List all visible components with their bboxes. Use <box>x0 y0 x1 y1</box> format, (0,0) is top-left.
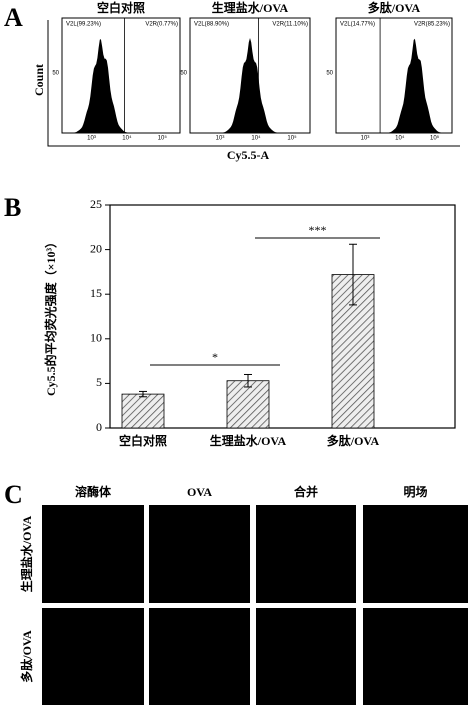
column-header: 明场 <box>403 485 427 499</box>
micrograph <box>256 505 356 603</box>
significance-label: * <box>212 350 218 364</box>
x-tick-label: 10⁴ <box>395 135 405 142</box>
plot-frame <box>109 204 456 429</box>
x-tick-label: 多肽/OVA <box>327 433 380 448</box>
significance-label: *** <box>309 223 327 237</box>
gate-label: V2L(14.77%) <box>340 22 375 28</box>
gate-label: V2L(88.90%) <box>194 22 229 28</box>
x-label: Cy5.5-A <box>227 148 270 162</box>
y-tick-label: 10 <box>90 331 102 345</box>
panel-label: A <box>4 3 23 32</box>
micrograph <box>42 608 144 705</box>
y-tick-label: 15 <box>90 286 102 300</box>
histogram <box>190 38 310 133</box>
micrograph <box>256 608 356 705</box>
x-tick-label: 10³ <box>361 136 370 142</box>
column-header: 合并 <box>294 484 318 499</box>
histogram <box>336 38 452 134</box>
micrograph <box>363 505 468 603</box>
x-tick-label: 空白对照 <box>119 433 167 448</box>
micrograph <box>149 608 250 705</box>
row-label: 生理盐水/OVA <box>19 515 34 592</box>
gate-label: V2R(0.77%) <box>145 22 178 28</box>
histogram <box>62 39 180 133</box>
plot-title: 空白对照 <box>97 0 145 15</box>
micrograph <box>363 608 468 705</box>
x-tick-label: 10⁴ <box>251 135 261 142</box>
gate-label: V2R(11.10%) <box>272 22 308 28</box>
x-tick-label: 10⁵ <box>430 135 440 142</box>
panel-label: C <box>4 480 23 509</box>
x-tick-label: 10⁵ <box>287 135 297 142</box>
plot-frame <box>61 17 181 134</box>
bar <box>121 393 165 429</box>
y-tick-label: 5 <box>96 375 102 389</box>
column-header: OVA <box>187 485 212 499</box>
plot-title: 多肽/OVA <box>368 0 421 15</box>
y-label: Count <box>32 64 46 96</box>
plot-title: 生理盐水/OVA <box>212 0 289 15</box>
x-tick-label: 10⁵ <box>158 135 168 142</box>
x-tick-label: 生理盐水/OVA <box>210 433 287 448</box>
axis-frame <box>47 20 460 147</box>
bar <box>331 274 375 429</box>
micrograph <box>149 505 250 603</box>
y-tick-label: 0 <box>96 420 102 434</box>
row-label: 多肽/OVA <box>19 630 34 683</box>
micrograph <box>42 505 144 603</box>
x-tick-label: 10⁴ <box>122 135 132 142</box>
y-tick-label: 50 <box>52 71 59 77</box>
bar <box>226 380 270 429</box>
y-tick-label: 25 <box>90 197 102 211</box>
plot-frame <box>335 17 453 134</box>
y-tick-label: 50 <box>326 71 333 77</box>
x-tick-label: 10³ <box>216 136 225 142</box>
gate-label: V2L(99.23%) <box>66 22 101 28</box>
column-header: 溶酶体 <box>75 484 112 499</box>
y-tick-label: 20 <box>90 241 102 255</box>
x-tick-label: 10³ <box>87 136 96 142</box>
y-label: Cy5.5的平均荧光强度（×10³） <box>43 236 58 396</box>
panel-label: B <box>4 193 21 222</box>
gate-label: V2R(85.23%) <box>414 22 450 28</box>
y-tick-label: 50 <box>180 71 187 77</box>
